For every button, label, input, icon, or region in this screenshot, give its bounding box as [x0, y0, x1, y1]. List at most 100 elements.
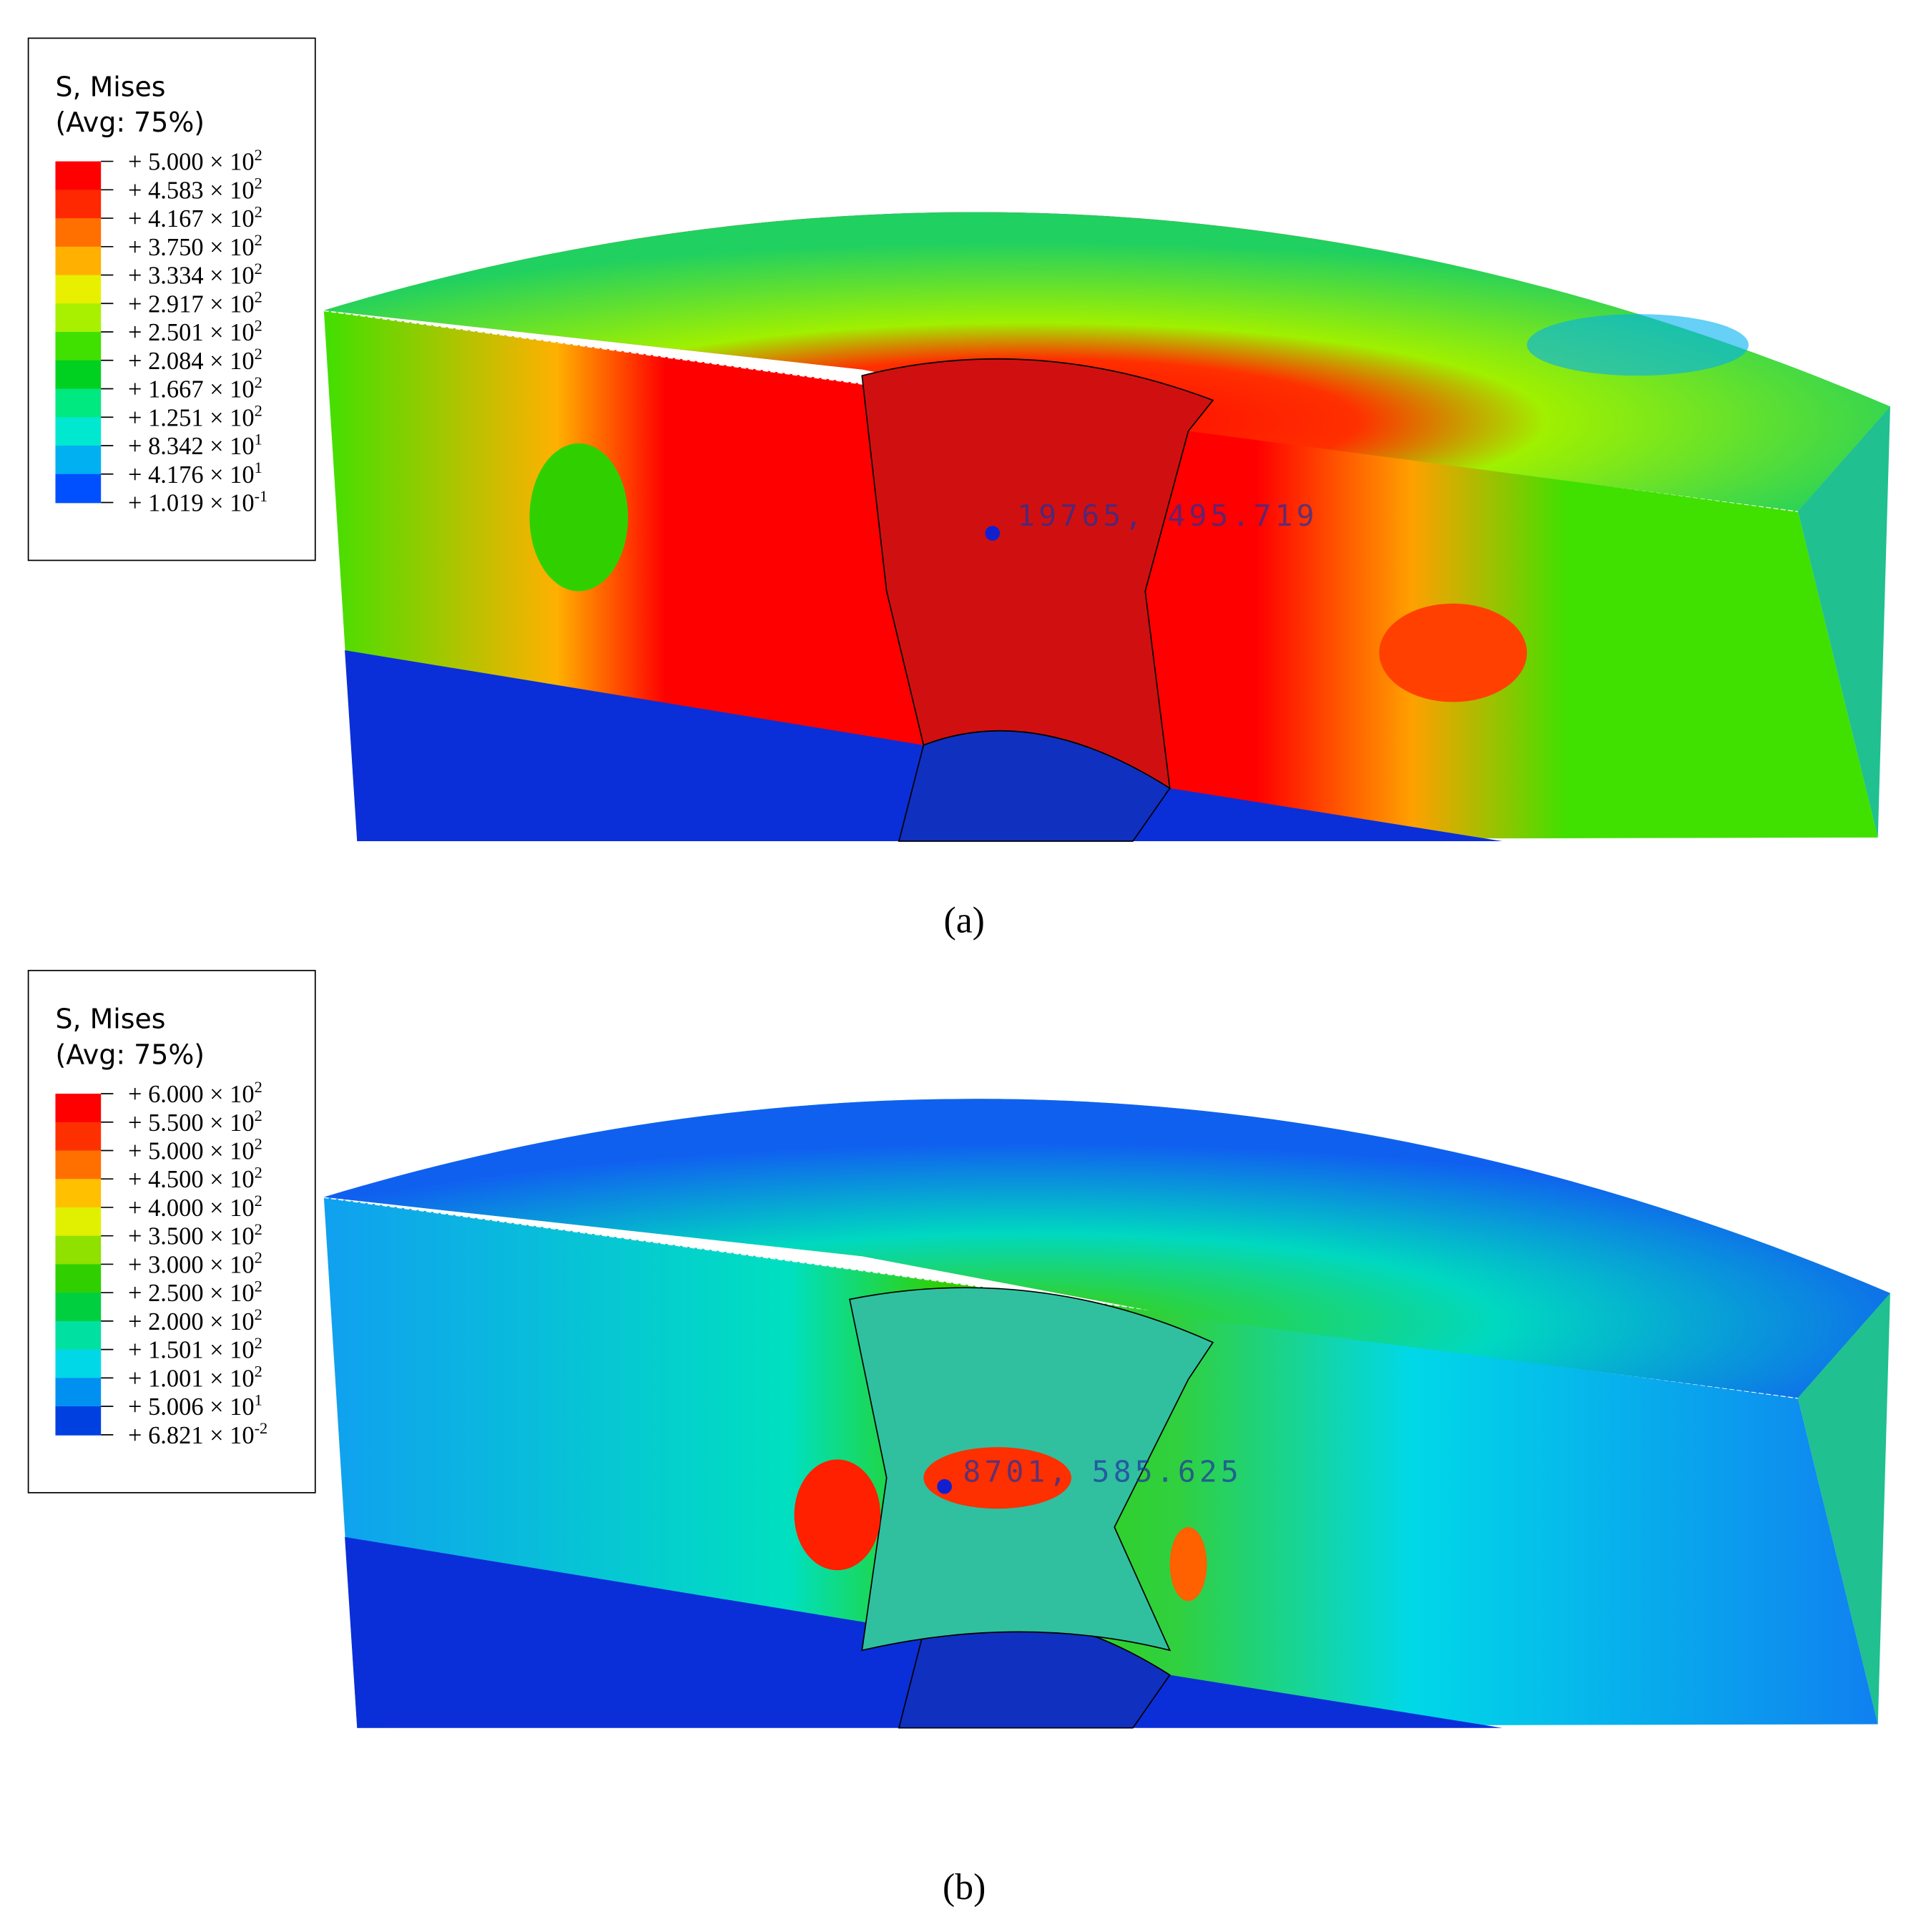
label-mantissa: + 5.006 × 10	[128, 1393, 255, 1421]
label-exponent: 2	[255, 1135, 262, 1153]
label-mantissa: + 5.500 × 10	[128, 1109, 255, 1137]
legend-label: + 8.342 × 101	[128, 430, 262, 460]
label-exponent: 2	[255, 202, 262, 220]
legend-swatch	[55, 474, 102, 504]
label-exponent: 2	[255, 345, 262, 363]
caption: (a)	[944, 900, 985, 941]
legend-swatch	[55, 1264, 102, 1294]
legend-swatch	[55, 303, 102, 333]
legend-label: + 1.251 × 102	[128, 402, 262, 432]
label-exponent: 2	[255, 373, 262, 391]
legend-label: + 4.000 × 102	[128, 1192, 262, 1222]
legend-swatch	[55, 1207, 102, 1237]
label-exponent: 2	[255, 1277, 262, 1295]
label-exponent: 2	[255, 146, 262, 164]
label-exponent: 2	[255, 260, 262, 278]
label-mantissa: + 3.500 × 10	[128, 1223, 255, 1250]
label-exponent: 2	[255, 1220, 262, 1238]
hole	[861, 358, 1214, 790]
legend-swatch	[55, 332, 102, 361]
label-mantissa: + 5.000 × 10	[128, 1138, 255, 1165]
legend-title: S, Mises	[55, 1004, 165, 1035]
legend-swatch	[55, 1406, 102, 1436]
legend-swatch	[55, 1179, 102, 1208]
legend-label: + 2.000 × 102	[128, 1305, 262, 1335]
legend-label: + 6.000 × 102	[128, 1078, 262, 1108]
legend: S, Mises(Avg: 75%)+ 5.000 × 102+ 4.583 ×…	[27, 37, 316, 562]
label-mantissa: + 4.000 × 10	[128, 1195, 255, 1222]
legend-label: + 1.001 × 102	[128, 1363, 262, 1393]
label-mantissa: + 4.167 × 10	[128, 205, 255, 232]
legend-label: + 4.500 × 102	[128, 1163, 262, 1193]
label-mantissa: + 1.251 × 10	[128, 404, 255, 431]
label-exponent: 2	[255, 316, 262, 334]
label-exponent: 2	[255, 1334, 262, 1352]
label-exponent: 2	[255, 1192, 262, 1210]
legend-label: + 2.084 × 102	[128, 345, 262, 375]
legend-label: + 1.019 × 10-1	[128, 487, 267, 517]
legend-swatch	[55, 417, 102, 446]
probe-label: 19765, 495.719	[1017, 499, 1318, 533]
legend-label: + 3.500 × 102	[128, 1220, 262, 1250]
legend-swatch	[55, 1320, 102, 1350]
legend-swatch	[55, 161, 102, 191]
legend-label: + 3.750 × 102	[128, 231, 262, 261]
label-exponent: 2	[255, 175, 262, 192]
label-exponent: 1	[255, 430, 262, 448]
legend-swatch	[55, 360, 102, 390]
legend-swatch	[55, 1150, 102, 1180]
legend-swatch	[55, 275, 102, 305]
legend-swatch	[55, 218, 102, 247]
label-mantissa: + 1.019 × 10	[128, 490, 255, 517]
legend-swatch	[55, 1122, 102, 1152]
label-exponent: 2	[255, 1363, 262, 1381]
legend-swatch	[55, 446, 102, 475]
label-mantissa: + 1.667 × 10	[128, 376, 255, 403]
label-mantissa: + 4.500 × 10	[128, 1166, 255, 1193]
label-exponent: 2	[255, 231, 262, 249]
legend-swatch	[55, 1378, 102, 1408]
legend-label: + 2.500 × 102	[128, 1277, 262, 1307]
panel-b	[323, 1097, 1892, 1729]
label-mantissa: + 3.000 × 10	[128, 1251, 255, 1278]
label-exponent: 2	[255, 1107, 262, 1124]
legend-swatch	[55, 1349, 102, 1379]
legend-label: + 5.006 × 101	[128, 1391, 262, 1421]
legend-label: + 5.000 × 102	[128, 146, 262, 176]
legend-label: + 2.501 × 102	[128, 316, 262, 346]
legend-swatch	[55, 1235, 102, 1265]
label-exponent: 2	[255, 288, 262, 306]
label-mantissa: + 2.084 × 10	[128, 348, 255, 375]
legend-label: + 1.667 × 102	[128, 373, 262, 403]
label-mantissa: + 1.501 × 10	[128, 1337, 255, 1364]
label-exponent: -2	[255, 1419, 268, 1437]
legend-label: + 3.334 × 102	[128, 260, 262, 290]
label-exponent: 2	[255, 1163, 262, 1181]
label-exponent: 2	[255, 1078, 262, 1096]
legend-swatch	[55, 1093, 102, 1123]
label-mantissa: + 5.000 × 10	[128, 149, 255, 176]
legend-title: (Avg: 75%)	[55, 107, 205, 138]
label-mantissa: + 1.001 × 10	[128, 1365, 255, 1392]
label-exponent: -1	[255, 487, 268, 505]
legend-swatch	[55, 246, 102, 276]
label-mantissa: + 3.750 × 10	[128, 234, 255, 261]
label-mantissa: + 6.000 × 10	[128, 1081, 255, 1108]
caption: (b)	[943, 1867, 986, 1908]
label-mantissa: + 4.176 × 10	[128, 461, 255, 489]
legend-title: (Avg: 75%)	[55, 1039, 205, 1071]
label-mantissa: + 3.334 × 10	[128, 263, 255, 290]
legend-swatch	[55, 190, 102, 219]
top-contour	[323, 212, 1890, 511]
legend-label: + 4.583 × 102	[128, 175, 262, 205]
legend-label: + 6.821 × 10-2	[128, 1419, 267, 1449]
legend-label: + 2.917 × 102	[128, 288, 262, 318]
label-exponent: 2	[255, 1249, 262, 1267]
legend-label: + 5.000 × 102	[128, 1135, 262, 1165]
panel-a	[323, 211, 1892, 843]
label-mantissa: + 2.917 × 10	[128, 290, 255, 318]
label-exponent: 2	[255, 402, 262, 420]
probe-label: 8701, 585.625	[963, 1454, 1242, 1489]
